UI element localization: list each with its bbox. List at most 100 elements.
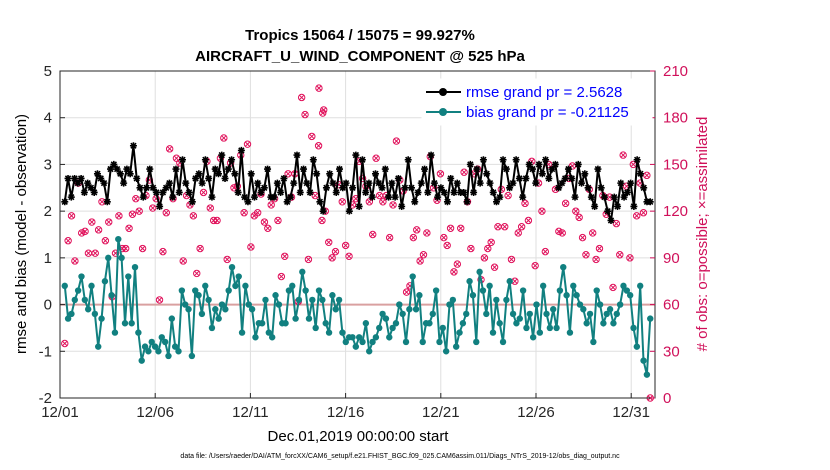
- obs-possible-marker: [105, 218, 113, 226]
- rmse-point: [139, 193, 147, 201]
- bias-point: [523, 324, 530, 332]
- bias-point: [556, 287, 564, 294]
- bias-point: [265, 329, 273, 336]
- obs-count-point: [199, 188, 208, 197]
- bias-point: [369, 338, 376, 346]
- obs-possible-marker: [419, 251, 428, 259]
- obs-count-point: [260, 218, 269, 226]
- rmse-point: [597, 184, 605, 192]
- bias-point: [419, 338, 426, 346]
- obs-count-point: [213, 216, 221, 225]
- rmse-point: [388, 179, 396, 187]
- obs-assimilated-marker: [312, 192, 318, 199]
- obs-assimilated-marker: [633, 213, 640, 219]
- obs-assimilated-marker: [481, 255, 488, 261]
- obs-assimilated-marker: [244, 141, 251, 147]
- bias-point: [205, 296, 212, 304]
- bias-point: [305, 315, 313, 322]
- rmse-point: [633, 156, 641, 164]
- bias-point: [175, 348, 182, 355]
- obs-count-point: [253, 209, 262, 217]
- bias-point: [643, 371, 651, 378]
- obs-possible-marker: [132, 194, 140, 203]
- rmse-point: [241, 193, 249, 201]
- obs-assimilated-marker: [366, 199, 373, 205]
- rmse-point: [473, 165, 481, 173]
- rmse-point: [254, 179, 262, 187]
- y-tick-label-right: 180: [663, 110, 688, 127]
- obs-possible-marker: [125, 224, 133, 232]
- legend-bias-marker: [439, 108, 447, 116]
- obs-assimilated-marker: [589, 230, 596, 236]
- bias-point: [610, 320, 617, 327]
- obs-possible-marker: [71, 257, 79, 265]
- obs-count-point: [132, 194, 140, 203]
- obs-assimilated-marker: [457, 225, 464, 232]
- obs-assimilated-marker: [508, 256, 515, 263]
- obs-count-point: [325, 238, 333, 246]
- obs-count-point: [64, 237, 72, 245]
- obs-count-point: [135, 207, 143, 215]
- obs-assimilated-marker: [525, 217, 532, 224]
- obs-possible-marker: [402, 288, 411, 296]
- obs-assimilated-marker: [95, 227, 102, 233]
- rmse-point: [437, 184, 445, 192]
- obs-count-point: [561, 199, 570, 208]
- rmse-point: [460, 188, 468, 196]
- obs-possible-marker: [561, 199, 570, 208]
- obs-possible-marker: [253, 209, 262, 217]
- obs-count-point: [616, 251, 624, 259]
- bias-point: [151, 343, 159, 350]
- rmse-point: [368, 193, 376, 201]
- obs-count-point: [419, 251, 428, 259]
- rmse-point: [67, 193, 75, 201]
- bias-point: [342, 338, 349, 346]
- obs-assimilated-marker: [573, 208, 579, 214]
- bias-point: [248, 306, 256, 313]
- rmse-point: [371, 170, 379, 178]
- bias-point: [141, 343, 149, 350]
- bias-point: [603, 310, 610, 318]
- chart-title: Tropics 15064 / 15075 = 99.927%: [245, 27, 475, 44]
- y-tick-label-left: -1: [39, 343, 52, 360]
- obs-count-point: [531, 261, 539, 270]
- rmse-point: [345, 207, 353, 215]
- obs-possible-marker: [162, 209, 170, 217]
- obs-assimilated-marker: [305, 256, 312, 263]
- rmse-point: [257, 188, 265, 196]
- rmse-point: [493, 198, 501, 206]
- obs-assimilated-marker: [373, 155, 379, 161]
- rmse-point: [143, 184, 151, 192]
- bias-point: [359, 338, 366, 346]
- obs-count-point: [115, 212, 123, 220]
- bias-point: [222, 306, 229, 313]
- obs-assimilated-marker: [620, 152, 626, 158]
- obs-possible-marker: [446, 224, 455, 232]
- bias-point: [536, 329, 544, 336]
- bias-point: [566, 329, 574, 336]
- rmse-point: [401, 184, 409, 192]
- bias-point: [432, 287, 440, 294]
- rmse-point: [329, 179, 337, 187]
- y-tick-label-left: -2: [39, 390, 52, 407]
- bias-point: [238, 329, 246, 336]
- obs-assimilated-marker: [68, 213, 75, 219]
- bias-point: [366, 348, 373, 355]
- bias-point: [466, 278, 473, 285]
- rmse-point: [61, 198, 69, 206]
- rmse-point: [623, 188, 631, 196]
- obs-count-point: [193, 269, 201, 278]
- obs-count-point: [304, 255, 313, 264]
- rmse-point: [483, 170, 491, 178]
- y-tick-label-right: 60: [663, 297, 680, 314]
- rmse-point: [165, 179, 173, 187]
- rmse-point: [509, 179, 517, 187]
- bias-point: [379, 310, 386, 318]
- obs-count-point: [402, 288, 411, 296]
- rmse-point: [571, 193, 579, 201]
- obs-possible-marker: [138, 244, 147, 253]
- obs-count-point: [138, 244, 147, 253]
- obs-count-point: [416, 257, 424, 265]
- bias-point: [630, 324, 637, 332]
- obs-assimilated-marker: [126, 225, 132, 232]
